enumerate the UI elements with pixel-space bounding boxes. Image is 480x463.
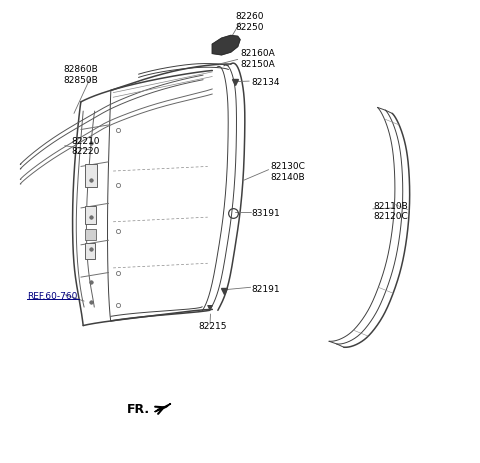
Text: FR.: FR. [127, 402, 150, 415]
Text: REF.60-760: REF.60-760 [27, 291, 77, 300]
Text: 82860B
82850B: 82860B 82850B [63, 65, 98, 85]
Text: 83191: 83191 [252, 209, 280, 218]
Text: 82134: 82134 [252, 77, 280, 87]
Text: 82210
82220: 82210 82220 [71, 137, 100, 156]
Bar [84, 229, 96, 241]
Text: 82130C
82140B: 82130C 82140B [270, 162, 305, 181]
Text: 82191: 82191 [252, 285, 280, 294]
Polygon shape [155, 404, 171, 412]
Text: 82160A
82150A: 82160A 82150A [240, 49, 275, 69]
Polygon shape [212, 37, 240, 56]
Text: 82110B
82120C: 82110B 82120C [374, 201, 408, 220]
Bar [84, 206, 96, 225]
Text: 82260
82250: 82260 82250 [235, 13, 264, 32]
Text: 82215: 82215 [198, 321, 227, 330]
Bar [84, 165, 97, 188]
Bar [84, 243, 95, 259]
